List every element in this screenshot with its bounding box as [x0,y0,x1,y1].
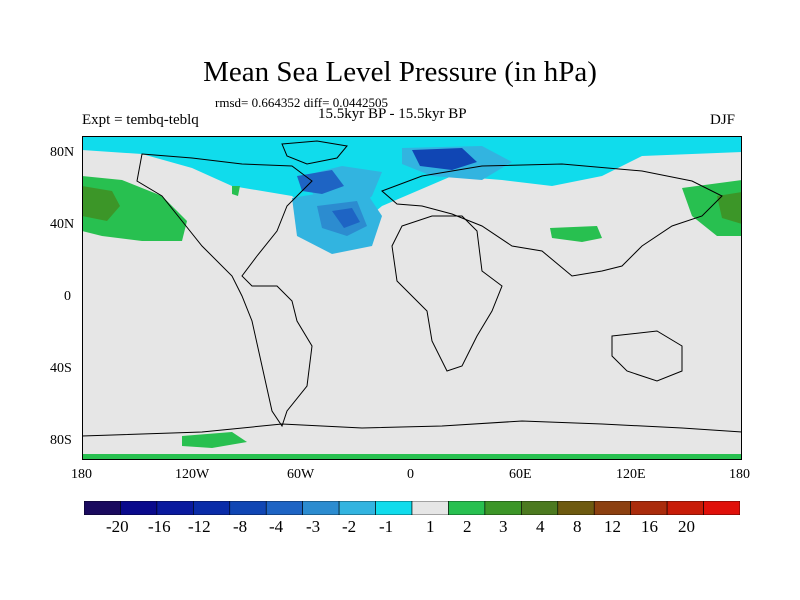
colorbar-label: -3 [306,517,321,536]
coast-antarctica [82,420,742,437]
coast-eurasia [381,163,723,277]
map-title: Mean Sea Level Pressure (in hPa) [203,56,597,88]
colorbar-swatch [448,501,486,515]
coast-australia [611,330,683,382]
colorbar-label: 3 [499,517,508,536]
lon-label-60e: 60E [509,467,532,482]
stats-line: rmsd= 0.664352 diff= 0.0442505 [215,95,388,110]
lat-label-80s: 80S [50,433,72,448]
colorbar-label: -20 [106,517,129,536]
lat-label-80n: 80N [50,145,75,160]
colorbar-swatch [229,501,267,515]
colorbar-swatch [703,501,740,515]
colorbar-swatch [265,501,303,515]
colorbar-label: -12 [188,517,211,536]
colorbar-swatch [302,501,340,515]
colorbar-label: 4 [536,517,545,536]
colorbar-label: -2 [342,517,357,536]
colorbar-label: -1 [379,517,394,536]
anomaly-darkblue-labrador [297,170,344,194]
lon-label-0: 0 [407,467,414,482]
period-label: 15.5kyr BP - 15.5kyr BP [318,106,467,122]
colorbar-label: -4 [269,517,284,536]
colorbar-swatch [84,501,121,515]
coastlines [82,140,742,437]
lon-label-60w: 60W [287,467,315,482]
anomaly-darkgreen-northpacific-west [82,186,120,221]
colorbar-swatch [411,501,449,515]
experiment-label: Expt = tembq-teblq [82,112,199,128]
colorbar-swatch [484,501,522,515]
map-frame [82,136,742,460]
lat-label-0: 0 [64,289,71,304]
lon-label-120w: 120W [175,467,210,482]
coast-africa [391,215,503,372]
anomaly-darkblue-scandinavia [412,148,477,170]
lon-label-120e: 120E [616,467,646,482]
lon-label-180e: 180 [729,467,750,482]
colorbar-swatch [521,501,559,515]
anomaly-green-alaska [232,186,240,196]
anomaly-cyan-arctic [82,136,742,231]
colorbar-swatch [120,501,158,515]
colorbar-label: 2 [463,517,472,536]
season-label: DJF [710,112,736,128]
colorbar-label: 1 [426,517,435,536]
colorbar-label: 20 [678,517,695,536]
anomaly-green-southpole [82,454,742,460]
anomaly-green-tibet [550,226,602,242]
lat-label-40n: 40N [50,217,75,232]
colorbar-swatch [557,501,595,515]
colorbar-swatch [338,501,376,515]
lon-label-180w: 180 [71,467,92,482]
colorbar-label: -16 [148,517,171,536]
colorbar-swatch [156,501,194,515]
coast-greenland [281,140,348,165]
anomaly-green-northpacific-east [682,180,742,236]
colorbar-swatch [666,501,704,515]
colorbar-label: 16 [641,517,658,536]
anomaly-darkblue-midatlantic [332,208,360,228]
colorbar-swatch [593,501,631,515]
colorbar-swatch [193,501,231,515]
anomaly-green-antarctic [182,432,247,448]
lat-label-40s: 40S [50,361,72,376]
coast-americas [136,153,313,428]
colorbar-label: 12 [604,517,621,536]
colorbar [84,501,740,515]
colorbar-label: 8 [573,517,582,536]
colorbar-swatch [630,501,668,515]
pressure-map [82,136,742,460]
colorbar-swatch [375,501,413,515]
colorbar-label: -8 [233,517,248,536]
anomaly-darkgreen-northpacific-east [717,192,742,224]
